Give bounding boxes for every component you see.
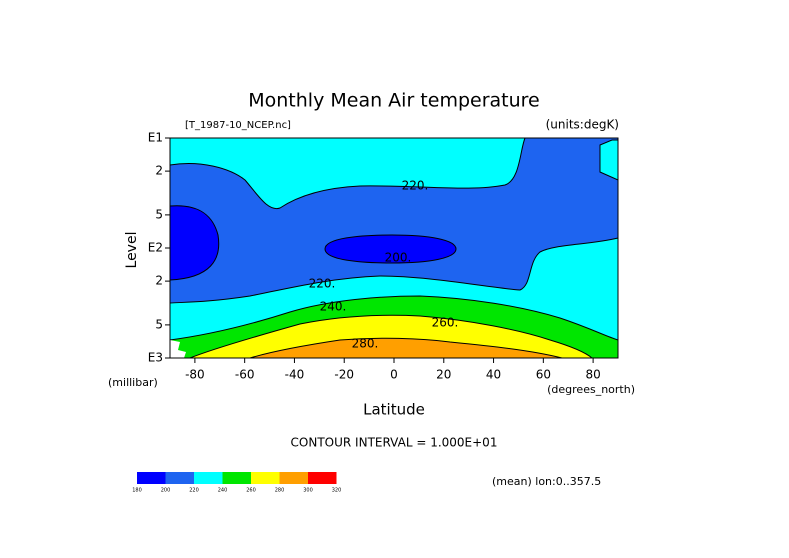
colorbar-label: 240 xyxy=(218,488,228,494)
missing-region xyxy=(170,340,186,358)
contour-label: 220. xyxy=(402,179,429,193)
subtitle-left: [T_1987-10_NCEP.nc] xyxy=(185,120,291,131)
y-tick-label: 2 xyxy=(155,274,163,288)
colorbar-label: 200 xyxy=(161,488,171,494)
x-axis-title: Latitude xyxy=(363,401,425,419)
x-tick-label: -20 xyxy=(334,368,354,382)
y-tick-label: 2 xyxy=(155,164,163,178)
colorbar-swatch xyxy=(222,472,251,484)
y-tick-label: 5 xyxy=(155,317,163,331)
contour-band xyxy=(249,337,563,359)
colorbar-swatch xyxy=(137,472,166,484)
contour-label: 260. xyxy=(432,316,459,330)
colorbar-swatch xyxy=(194,472,223,484)
x-tick-label: -40 xyxy=(285,368,305,382)
x-tick-label: 40 xyxy=(486,368,501,382)
colorbar-label: 300 xyxy=(303,488,313,494)
x-tick-label: 20 xyxy=(436,368,451,382)
contour-label: 200. xyxy=(385,251,412,265)
colorbar-swatch xyxy=(308,472,337,484)
y-axis-units: (millibar) xyxy=(108,376,158,389)
y-axis-title: Level xyxy=(124,232,140,269)
x-tick-label: -80 xyxy=(185,368,205,382)
x-tick-label: -60 xyxy=(235,368,255,382)
subtitle-right: (units:degK) xyxy=(546,118,619,132)
chart-title: Monthly Mean Air temperature xyxy=(248,90,539,112)
colorbar-label: 280 xyxy=(275,488,285,494)
x-tick-label: 60 xyxy=(536,368,551,382)
y-tick-label: E2 xyxy=(148,241,163,255)
x-tick-label: 0 xyxy=(390,368,398,382)
y-tick-label: 5 xyxy=(155,207,163,221)
colorbar-swatch xyxy=(279,472,308,484)
x-axis-units: (degrees_north) xyxy=(547,383,635,396)
footnote: (mean) lon:0..357.5 xyxy=(492,475,601,488)
y-tick-label: E3 xyxy=(148,351,163,365)
contour-label: 240. xyxy=(320,300,347,314)
y-tick-label: E1 xyxy=(148,131,163,145)
colorbar-swatch xyxy=(165,472,194,484)
colorbar-label: 260 xyxy=(246,488,256,494)
colorbar-swatch xyxy=(251,472,280,484)
contour-label: 280. xyxy=(352,337,379,351)
contour-label: 220. xyxy=(309,277,336,291)
x-tick-label: 80 xyxy=(585,368,600,382)
contour-band xyxy=(324,234,457,264)
contour-band xyxy=(169,205,220,281)
colorbar-label: 180 xyxy=(132,488,142,494)
colorbar-label: 320 xyxy=(332,488,342,494)
contour-interval: CONTOUR INTERVAL = 1.000E+01 xyxy=(291,436,498,450)
colorbar-label: 220 xyxy=(189,488,199,494)
